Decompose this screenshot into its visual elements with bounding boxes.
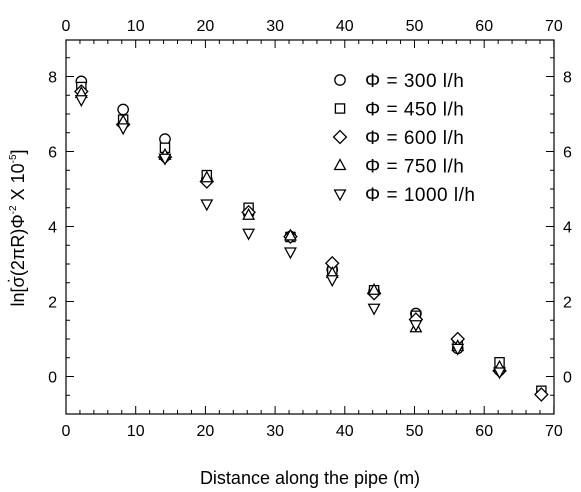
axis-ticks [65,40,555,415]
data-point-triangle-up [200,170,214,183]
legend-label: Φ = 1000 l/h [365,185,475,206]
legend-marker-triangle-up [333,158,347,171]
series-triangle-down [74,95,507,380]
x-tick-label-top: 20 [197,18,215,35]
x-tick-label-bottom: 40 [336,423,354,440]
data-point-triangle-down [74,95,88,108]
y-tick-label-right: 6 [563,145,572,162]
x-axis-title: Distance along the pipe (m) [200,468,420,488]
data-points [74,75,549,402]
series-circle [75,75,506,376]
y-tick-label-right: 0 [563,370,572,387]
data-point-circle [117,103,130,116]
series-diamond [74,84,549,402]
legend-item: Φ = 450 l/h [334,100,464,121]
x-tick-label-top: 0 [62,18,71,35]
x-tick-label-bottom: 60 [475,423,493,440]
legend-marker-diamond [332,129,348,145]
data-point-triangle-down [283,247,297,260]
y-axis-title: ln[σ·(2πR)Φ-2 X 10-5] [0,149,28,306]
data-point-triangle-up [242,207,256,220]
legend-marker-circle [334,74,346,86]
data-point-diamond [534,387,549,402]
data-point-triangle-up [367,282,381,295]
x-tick-label-bottom: 30 [266,423,284,440]
x-tick-label-top: 10 [127,18,145,35]
data-point-triangle-down [409,320,423,333]
legend-item: Φ = 750 l/h [333,157,464,178]
legend-label: Φ = 300 l/h [365,71,464,92]
x-tick-label-bottom: 20 [197,423,215,440]
data-point-triangle-up [283,228,297,241]
data-point-triangle-down [451,343,465,356]
y-tick-label-left: 6 [48,145,57,162]
data-point-triangle-down [325,275,339,288]
y-tick-label-left: 0 [48,370,57,387]
x-tick-label-bottom: 10 [127,423,145,440]
data-point-triangle-down [116,123,130,136]
y-tick-label-left: 8 [48,70,57,87]
data-point-triangle-down [493,367,507,380]
series-square [76,81,547,396]
y-tick-label-left: 4 [48,220,57,237]
legend-item: Φ = 300 l/h [334,71,464,92]
x-tick-label-top: 70 [545,18,563,35]
legend-marker-square [334,103,346,114]
data-point-triangle-down [367,303,381,316]
axis-tick-labels: 0 0 10 10 20 20 30 30 40 40 50 50 60 60 70 70 0 0 2 2 4 4 6 6 8 8 [48,18,572,440]
x-tick-label-top: 50 [406,18,424,35]
x-tick-label-bottom: 0 [62,423,71,440]
plot-frame [65,39,555,415]
x-tick-label-bottom: 50 [406,423,424,440]
legend-item: Φ = 1000 l/h [333,185,475,206]
legend-label: Φ = 750 l/h [365,157,464,178]
x-tick-label-top: 30 [266,18,284,35]
legend-label: Φ = 450 l/h [365,100,464,121]
x-tick-label-top: 40 [336,18,354,35]
y-tick-label-right: 2 [563,295,572,312]
legend-marker-triangle-down [333,189,347,202]
y-tick-label-left: 2 [48,295,57,312]
x-tick-label-top: 60 [475,18,493,35]
data-point-triangle-down [158,153,172,166]
legend-label: Φ = 600 l/h [365,128,464,149]
y-tick-label-right: 8 [563,70,572,87]
legend-item: Φ = 600 l/h [332,128,464,149]
data-point-triangle-down [242,228,256,241]
data-point-triangle-down [200,199,214,212]
y-tick-label-right: 4 [563,220,572,237]
x-tick-label-bottom: 70 [545,423,563,440]
legend: Φ = 300 l/h Φ = 450 l/h Φ = 600 l/h Φ = 750… [332,71,475,206]
